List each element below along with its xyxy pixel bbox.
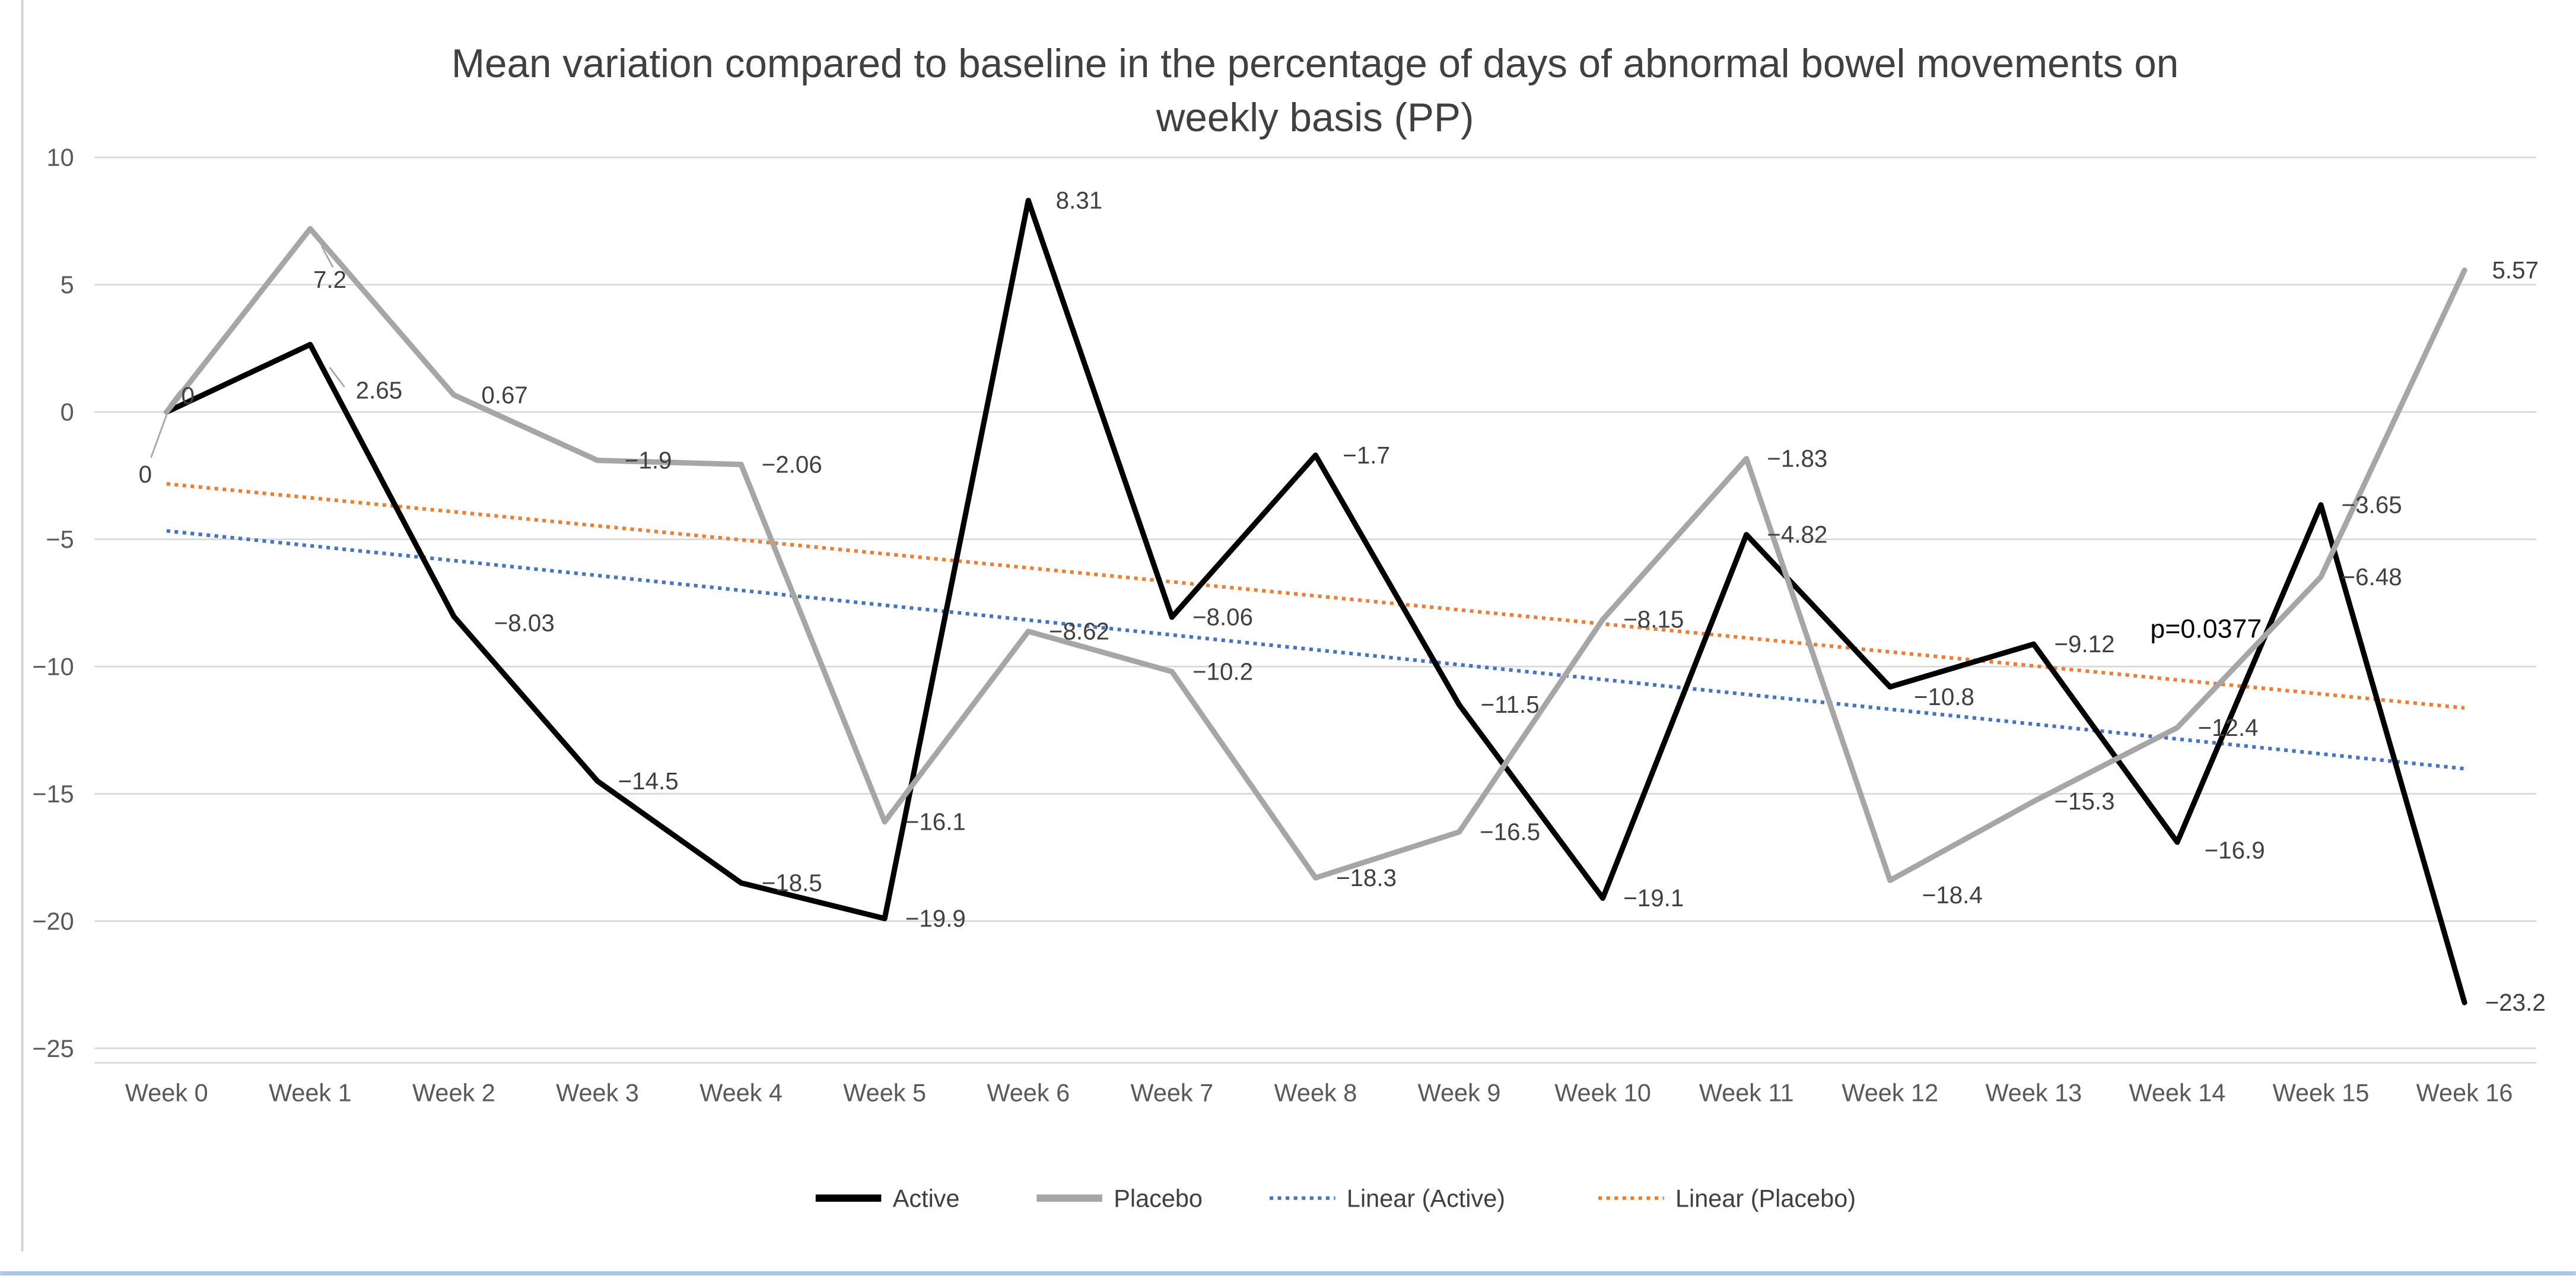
data-label-active: −3.65 [2342, 491, 2402, 519]
label-leader-line [329, 367, 345, 388]
x-axis-category-label: Week 2 [412, 1079, 495, 1107]
data-labels: 0 2.65 −8.03 −14.5 −18.5 −19.9 8.31 −8.06 −1.7 −1… [139, 187, 2546, 1016]
data-label-placebo: −18.4 [1922, 881, 1983, 909]
data-label-placebo: −18.3 [1336, 864, 1397, 891]
y-axis-tick-label: −15 [32, 780, 74, 808]
data-label-active: −10.8 [1914, 683, 1974, 710]
data-label-active: −14.5 [618, 767, 679, 795]
data-label-placebo: −16.1 [905, 808, 966, 836]
y-axis-tick-label: −10 [32, 652, 74, 680]
p-value-annotation: p=0.0377 [2150, 614, 2262, 644]
data-label-placebo: −2.06 [762, 450, 822, 478]
data-label-active: −19.9 [905, 905, 966, 932]
y-axis-tick-label: 0 [61, 398, 74, 426]
data-label-active: −9.12 [2054, 630, 2114, 658]
series-line-active[interactable] [164, 198, 2467, 1005]
legend-label: Placebo [1114, 1185, 1203, 1212]
x-axis-category-label: Week 13 [1985, 1079, 2082, 1107]
legend-item-linear-active[interactable]: Linear (Active) [1270, 1185, 1505, 1212]
gridlines [94, 156, 2537, 1064]
legend-label: Active [893, 1185, 960, 1212]
annotations: p=0.0377 [2150, 614, 2262, 644]
data-label-active: 8.31 [1056, 187, 1103, 214]
y-axis-tick-label: 5 [61, 271, 74, 299]
data-label-active: 0 [181, 382, 194, 409]
x-axis-category-label: Week 0 [125, 1079, 208, 1107]
y-axis-tick-label: 10 [47, 144, 74, 172]
data-label-placebo: −6.48 [2342, 563, 2402, 591]
legend-item-placebo[interactable]: Placebo [1036, 1185, 1203, 1212]
series-lines [164, 198, 2467, 1005]
x-axis-category-label: Week 3 [556, 1079, 639, 1107]
y-axis-tick-label: −20 [32, 907, 74, 935]
data-label-placebo: −1.9 [625, 446, 672, 474]
legend: Active Placebo Linear (Active) Linear (Plac… [815, 1185, 1856, 1212]
y-axis-tick-label: −25 [32, 1034, 74, 1062]
data-label-placebo: 0 [139, 461, 152, 488]
chart-title-line-2: weekly basis (PP) [1156, 96, 1474, 140]
legend-label: Linear (Active) [1347, 1185, 1505, 1212]
label-leader-line [320, 245, 334, 268]
data-label-active: −8.03 [494, 609, 555, 636]
label-leader-line [150, 414, 168, 458]
data-label-placebo: −16.5 [1480, 818, 1540, 846]
x-axis-category-label: Week 16 [2416, 1079, 2513, 1107]
x-axis-category-label: Week 12 [1842, 1079, 1938, 1107]
data-label-placebo: −10.2 [1192, 658, 1253, 685]
data-label-placebo: −12.4 [2198, 714, 2259, 741]
x-axis-category-label: Week 15 [2273, 1079, 2370, 1107]
y-axis-tick-labels: 10 5 0 −5 −10 −15 −20 −25 [32, 144, 74, 1062]
data-label-placebo: 0.67 [481, 381, 527, 408]
x-axis-category-label: Week 8 [1274, 1079, 1357, 1107]
data-label-placebo: −1.83 [1767, 445, 1827, 472]
x-axis-category-label: Week 9 [1418, 1079, 1501, 1107]
x-axis-category-label: Week 14 [2129, 1079, 2226, 1107]
data-label-placebo: 7.2 [313, 266, 346, 293]
x-axis-category-label: Week 1 [269, 1079, 352, 1107]
data-label-placebo: −8.15 [1623, 606, 1684, 633]
x-axis-category-label: Week 6 [987, 1079, 1070, 1107]
legend-item-linear-placebo[interactable]: Linear (Placebo) [1598, 1185, 1856, 1212]
data-label-active: −8.06 [1192, 604, 1253, 631]
series-line-placebo[interactable] [164, 226, 2467, 883]
x-axis-category-label: Week 10 [1554, 1079, 1651, 1107]
x-axis-category-label: Week 5 [843, 1079, 926, 1107]
x-axis-category-label: Week 11 [1699, 1079, 1794, 1107]
data-label-active: −1.7 [1343, 442, 1390, 469]
data-label-active: −4.82 [1767, 521, 1827, 548]
x-axis-category-label: Week 7 [1130, 1079, 1213, 1107]
y-axis-tick-label: −5 [46, 525, 74, 553]
data-label-active: −23.2 [2485, 989, 2546, 1016]
data-label-active: −18.5 [762, 869, 822, 896]
data-label-active: −19.1 [1623, 884, 1684, 912]
data-label-active: 2.65 [356, 377, 403, 404]
chart-title-line-1: Mean variation compared to baseline in t… [451, 42, 2179, 86]
data-label-placebo: −15.3 [2054, 788, 2114, 815]
data-label-placebo: −8.62 [1049, 618, 1109, 645]
legend-item-active[interactable]: Active [815, 1185, 960, 1212]
x-axis-category-labels: Week 0 Week 1 Week 2 Week 3 Week 4 Week 5 Week… [125, 1079, 2513, 1107]
legend-label: Linear (Placebo) [1675, 1185, 1856, 1212]
data-label-placebo: 5.57 [2492, 256, 2539, 284]
data-label-active: −11.5 [1481, 691, 1540, 718]
x-axis-category-label: Week 4 [699, 1079, 783, 1107]
data-label-active: −16.9 [2205, 837, 2265, 864]
